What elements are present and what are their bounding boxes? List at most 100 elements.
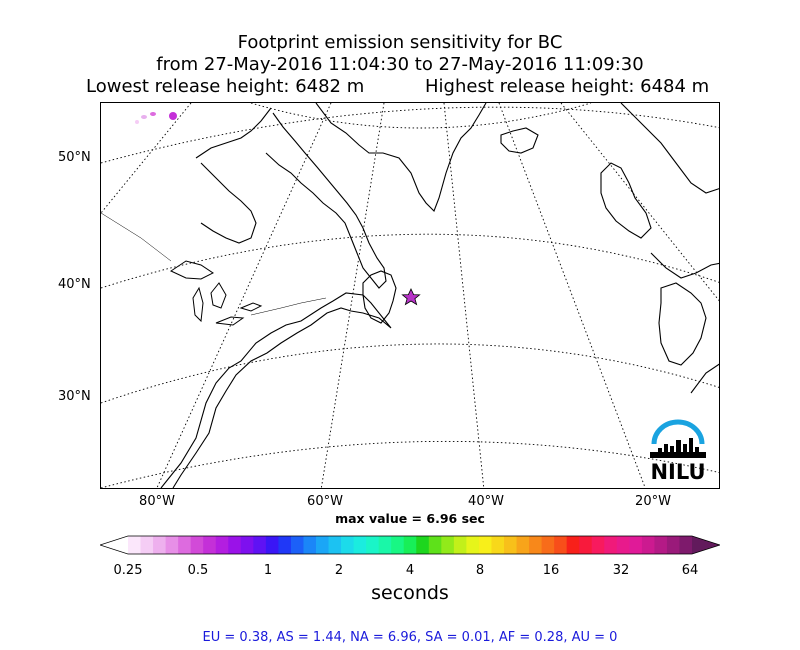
lon-label-40w: 40°W <box>468 494 504 509</box>
colorbar-segment <box>666 536 681 554</box>
colorbar-segment <box>554 536 568 554</box>
latitude-lines <box>101 103 719 488</box>
colorbar-segment <box>428 536 442 554</box>
coast-france <box>650 252 719 279</box>
map-panel <box>100 102 720 489</box>
colorbar-tick: 32 <box>612 563 630 578</box>
colorbar <box>100 535 720 555</box>
meridian-0 <box>560 103 719 302</box>
footprint-cells <box>135 112 177 124</box>
colorbar-segment <box>541 536 555 554</box>
colorbar-tick: 0.5 <box>187 563 209 578</box>
nilu-logo: NILU <box>648 414 708 484</box>
colorbar-segment <box>654 536 668 554</box>
colorbar-segment <box>441 536 455 554</box>
meridian-100w <box>101 103 192 214</box>
meridian-40w <box>443 103 485 488</box>
meridian-lines <box>101 103 719 488</box>
lon-label-20w: 20°W <box>635 494 671 509</box>
colorbar-segment <box>679 536 693 554</box>
colorbar-segment <box>616 536 630 554</box>
colorbar-segment <box>403 536 417 554</box>
map-title: Footprint emission sensitivity for BC <box>237 32 563 53</box>
lat-60-line <box>250 103 592 129</box>
colorbar-extend-high <box>692 536 720 554</box>
colorbar-segment <box>178 536 192 554</box>
colorbar-segment <box>366 536 380 554</box>
coast-hudson-bay <box>200 162 257 244</box>
colorbar-tick: 16 <box>542 563 560 578</box>
colorbar-segment <box>353 536 367 554</box>
colorbar-segment <box>215 536 229 554</box>
nilu-logo-text: NILU <box>650 460 706 484</box>
colorbar-segment <box>316 536 330 554</box>
release-marker-star <box>401 288 421 306</box>
colorbar-segment <box>165 536 179 554</box>
colorbar-tick: 4 <box>405 563 415 578</box>
border-st-lawrence <box>250 297 327 316</box>
nilu-logo-graphic <box>650 419 706 458</box>
colorbar-segment <box>466 536 480 554</box>
coast-baffin <box>195 107 272 159</box>
lon-label-80w: 80°W <box>139 494 175 509</box>
meridian-20w <box>498 103 646 488</box>
colorbar-segment <box>529 536 543 554</box>
coast-newfoundland <box>362 270 397 324</box>
colorbar-outline <box>100 535 720 555</box>
colorbar-tick: 2 <box>334 563 344 578</box>
lake-erie <box>215 316 245 326</box>
colorbar-segment <box>328 536 342 554</box>
colorbar-segment <box>265 536 279 554</box>
colorbar-segment <box>516 536 530 554</box>
colorbar-segment <box>453 536 467 554</box>
coast-greenland <box>315 103 487 212</box>
coast-north-america <box>160 292 392 488</box>
colorbar-segment <box>153 536 167 554</box>
footprint-cell <box>135 120 139 124</box>
colorbar-segment <box>629 536 643 554</box>
colorbar-segment <box>140 536 154 554</box>
colorbar-extend-low <box>100 536 128 554</box>
colorbar-segment <box>416 536 430 554</box>
colorbar-segment <box>290 536 305 554</box>
colorbar-segment <box>478 536 493 554</box>
colorbar-segment <box>504 536 518 554</box>
coast-britain <box>600 162 652 239</box>
lon-label-60w: 60°W <box>307 494 343 509</box>
coast-labrador <box>265 112 387 289</box>
colorbar-tick: 1 <box>263 563 273 578</box>
highest-release-height: Highest release height: 6484 m <box>425 76 710 97</box>
lat-30-line <box>101 343 719 404</box>
lake-michigan <box>192 286 204 323</box>
meridian-60w <box>320 103 385 488</box>
colorbar-tick: 8 <box>475 563 485 578</box>
colorbar-segment <box>278 536 292 554</box>
footprint-cell <box>141 115 147 119</box>
coast-iceland <box>500 127 539 154</box>
meridian-80w <box>156 103 332 488</box>
footprint-cell <box>150 112 156 116</box>
colorbar-tick: 64 <box>681 563 699 578</box>
lat-40-line <box>101 233 719 289</box>
colorbar-segment <box>591 536 605 554</box>
max-value-label: max value = 6.96 sec <box>335 511 485 526</box>
colorbar-segment <box>604 536 618 554</box>
colorbar-segment <box>240 536 254 554</box>
region-totals: EU = 0.38, AS = 1.44, NA = 6.96, SA = 0.… <box>202 630 618 645</box>
colorbar-segment <box>378 536 392 554</box>
colorbar-segment <box>253 536 267 554</box>
colorbar-segment <box>203 536 217 554</box>
colorbar-segment <box>579 536 593 554</box>
colorbar-segment <box>128 536 142 554</box>
footprint-cell <box>169 112 177 120</box>
colorbar-segment <box>190 536 204 554</box>
map-canvas <box>101 103 719 488</box>
great-lakes <box>169 260 263 326</box>
lat-label-40n: 40°N <box>58 277 91 292</box>
colorbar-segment <box>341 536 355 554</box>
lake-huron <box>210 282 227 309</box>
colorbar-segment <box>641 536 655 554</box>
colorbar-segment <box>566 536 580 554</box>
borders <box>101 212 327 316</box>
lake-superior <box>169 260 214 280</box>
